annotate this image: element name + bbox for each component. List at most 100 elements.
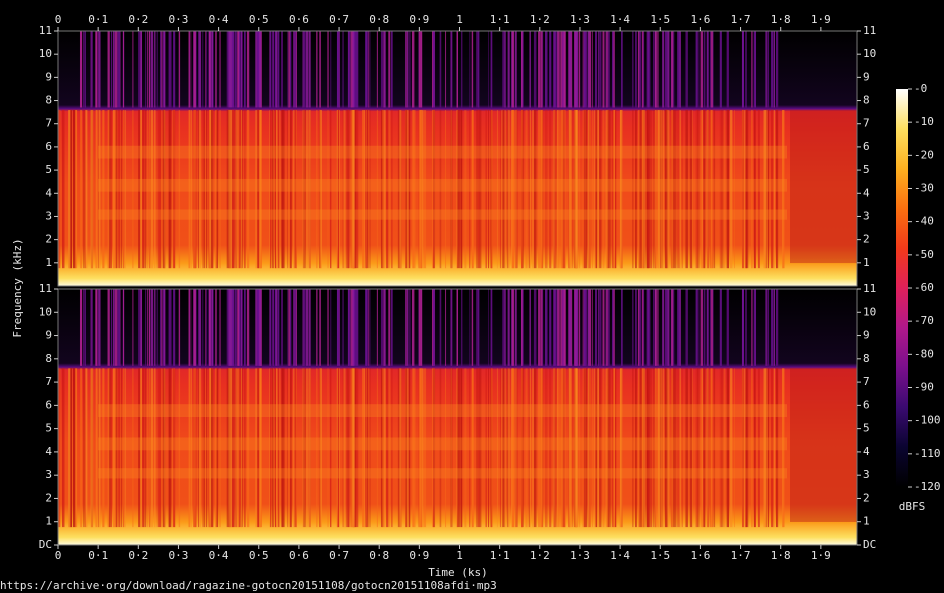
- spectrum-texture: [168, 110, 171, 269]
- spectrum-texture: [308, 110, 311, 269]
- spectrum-texture: [782, 368, 784, 528]
- spectrum-texture: [664, 368, 668, 528]
- plot-frame: [57, 288, 858, 546]
- spectrum-texture: [765, 368, 767, 528]
- spectrum-texture: [369, 368, 371, 528]
- spectrum-texture: [178, 31, 181, 108]
- spectrum-texture: [117, 31, 120, 108]
- spectrum-texture: [471, 110, 474, 269]
- spectrum-texture: [654, 110, 657, 269]
- spectrum-texture: [507, 289, 510, 366]
- spectrum-texture: [641, 31, 644, 108]
- spectrum-texture: [695, 368, 698, 528]
- x-tick-label: 1·4: [610, 549, 630, 562]
- spectrum-texture: [84, 289, 86, 366]
- y-tick-label: 11: [863, 24, 876, 37]
- x-tick-label: 1·3: [570, 549, 590, 562]
- spectrum-texture: [655, 110, 657, 269]
- spectrum-texture: [277, 368, 280, 528]
- colorbar-tick-label: -20: [914, 148, 934, 161]
- spectrum-texture: [408, 110, 411, 269]
- spectrum-texture: [117, 110, 120, 269]
- spectrum-texture: [282, 110, 285, 269]
- spectrum-texture: [208, 289, 211, 366]
- spectrum-texture: [613, 368, 615, 528]
- spectrum-texture: [294, 368, 297, 528]
- spectrum-texture: [714, 110, 716, 269]
- spectrum-texture: [478, 110, 482, 269]
- spectrum-texture: [782, 110, 785, 269]
- spectrum-texture: [697, 31, 698, 108]
- spectrum-texture: [710, 31, 713, 108]
- spectrum-texture: [112, 110, 115, 269]
- spectrum-texture: [303, 368, 306, 528]
- spectrum-texture: [703, 110, 706, 269]
- spectrum-texture: [464, 368, 467, 528]
- spectrum-texture: [469, 31, 471, 108]
- x-tick-label: 1·8: [771, 549, 791, 562]
- spectrum-texture: [587, 289, 590, 366]
- y-tick-label: 6: [863, 398, 870, 411]
- spectrum-texture: [219, 31, 221, 108]
- spectrum-texture: [634, 31, 637, 108]
- spectrum-texture: [754, 289, 755, 366]
- spectrum-texture: [569, 289, 572, 366]
- spectrum-texture: [525, 110, 528, 269]
- spectrum-texture: [561, 368, 563, 528]
- spectrum-texture: [532, 368, 534, 528]
- spectrum-texture: [235, 110, 237, 269]
- spectrum-texture: [303, 289, 306, 366]
- spectrum-texture: [216, 110, 218, 269]
- spectrum-texture: [488, 368, 489, 528]
- spectrum-texture: [730, 110, 733, 269]
- spectrum-texture: [685, 31, 688, 108]
- spectrum-texture: [703, 368, 706, 528]
- spectrum-texture: [173, 31, 176, 108]
- spectrum-texture: [112, 368, 115, 528]
- spectrum-texture: [485, 110, 487, 269]
- spectrum-texture: [122, 289, 125, 366]
- spectrum-texture: [419, 289, 423, 366]
- spectrum-texture: [246, 31, 250, 108]
- spectrum-texture: [606, 368, 609, 528]
- spectrum-texture: [98, 404, 787, 417]
- spectrum-texture: [677, 289, 680, 366]
- x-tick-label: 0·5: [249, 549, 269, 562]
- spectrum-texture: [588, 31, 591, 108]
- spectrum-texture: [337, 110, 339, 269]
- spectrum-texture: [613, 110, 615, 269]
- spectrum-texture: [228, 289, 230, 366]
- spectrum-texture: [782, 368, 784, 528]
- spectrum-texture: [515, 289, 517, 366]
- spectrum-texture: [352, 368, 355, 528]
- spectrum-texture: [173, 368, 176, 528]
- spectrum-texture: [365, 110, 368, 269]
- spectrum-texture: [347, 110, 351, 269]
- x-tick-label: 0·8: [369, 13, 389, 26]
- spectrum-texture: [706, 368, 709, 528]
- spectrum-texture: [689, 110, 693, 269]
- spectrum-texture: [112, 31, 115, 108]
- spectrum-texture: [540, 110, 544, 269]
- spectrum-texture: [316, 289, 318, 366]
- y-tick-label: 3: [863, 209, 870, 222]
- spectrum-texture: [544, 110, 548, 269]
- spectrum-texture: [504, 368, 506, 528]
- spectrum-texture: [596, 110, 599, 269]
- spectrum-texture: [154, 31, 156, 108]
- spectrum-texture: [595, 289, 598, 366]
- y-tick-label: 10: [39, 47, 52, 60]
- spectrum-texture: [419, 368, 423, 528]
- spectrum-texture: [771, 110, 774, 269]
- spectrum-texture: [367, 110, 369, 269]
- spectrum-texture: [162, 110, 166, 269]
- spectrum-texture: [193, 368, 196, 528]
- spectrum-texture: [557, 368, 560, 528]
- spectrum-texture: [255, 289, 258, 366]
- spectrum-texture: [388, 110, 391, 269]
- spectrum-texture: [303, 110, 306, 269]
- spectrum-texture: [639, 289, 642, 366]
- spectrum-texture: [281, 368, 284, 528]
- spectrum-texture: [117, 368, 120, 528]
- y-tick-label: 5: [863, 163, 870, 176]
